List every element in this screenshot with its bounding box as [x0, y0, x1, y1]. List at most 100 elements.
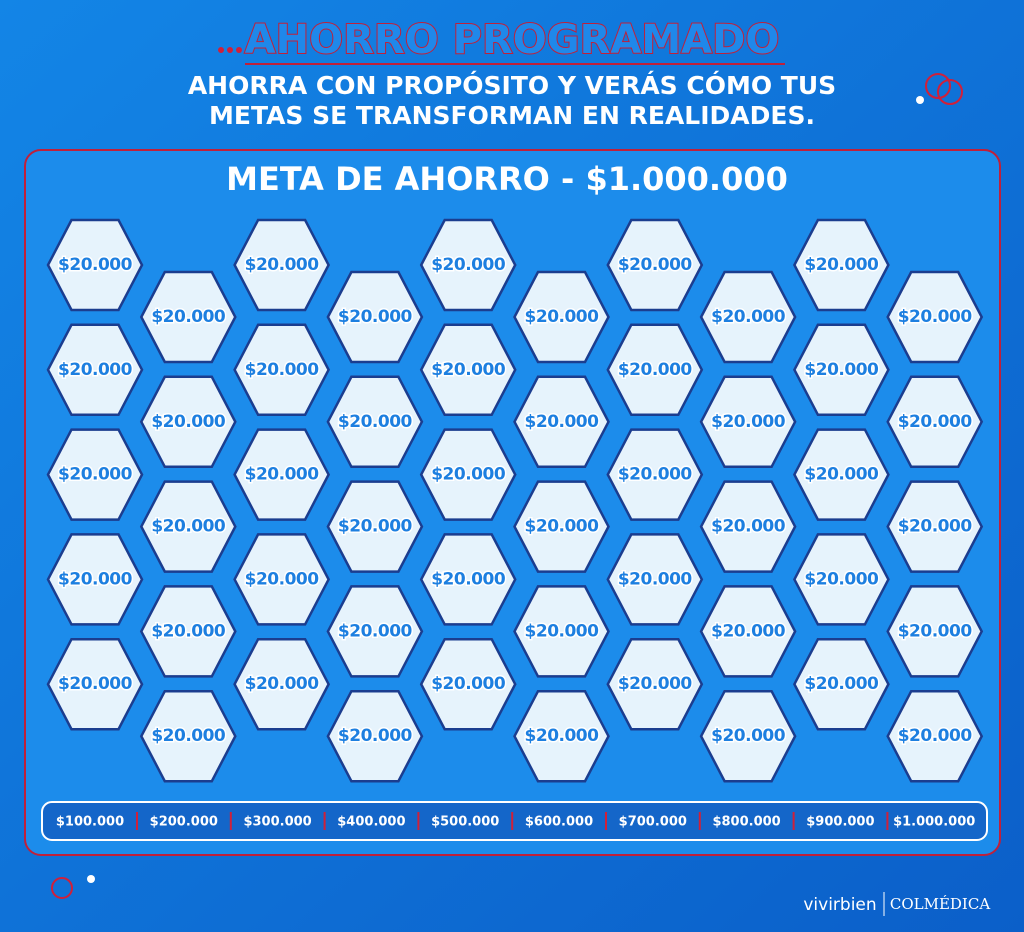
hex-amount: $20.000: [245, 255, 320, 275]
hex-amount: $20.000: [618, 255, 693, 275]
hexagon: [513, 585, 610, 678]
milestone: $100.000: [56, 815, 124, 830]
hexagon: [46, 637, 144, 731]
milestone: $500.000: [431, 815, 499, 830]
hex-amount: $20.000: [338, 307, 413, 327]
milestone: $700.000: [619, 815, 687, 830]
hexagon: [886, 375, 984, 469]
hexagon: [606, 428, 704, 521]
hex-amount: $20.000: [804, 674, 879, 694]
hex-amount: $20.000: [525, 726, 600, 746]
hex-amount: $20.000: [151, 517, 226, 537]
hex-amount: $20.000: [58, 465, 133, 485]
hex-amount: $20.000: [898, 517, 973, 537]
hexagon: [46, 533, 144, 626]
hexagon: [326, 480, 424, 573]
brand: COLMÉDICA: [890, 895, 990, 913]
hex-amount: $20.000: [525, 517, 600, 537]
deco-ring: [51, 877, 73, 899]
dot: [236, 47, 242, 53]
hex-amount: $20.000: [338, 621, 413, 641]
hex-amount: $20.000: [804, 255, 879, 275]
milestone: $200.000: [150, 815, 218, 830]
hex-amount: $20.000: [245, 360, 320, 380]
hexagon: [606, 637, 704, 731]
hex-amount: $20.000: [525, 412, 600, 432]
deco-ring: [925, 73, 951, 99]
hex-amount: $20.000: [58, 360, 133, 380]
hex-amount: $20.000: [58, 569, 133, 589]
hex-amount: $20.000: [58, 255, 133, 275]
hex-amount: $20.000: [711, 412, 786, 432]
hexagon: [419, 428, 517, 521]
hexagon: [606, 218, 704, 312]
hex-amount: $20.000: [711, 307, 786, 327]
hex-grid: $20.000 $20.000 $20.000 $20.000 $20.000 $20.0…: [46, 218, 984, 783]
hex-amount: $20.000: [151, 726, 226, 746]
hexagon: [886, 270, 984, 364]
hex-amount: $20.000: [431, 465, 506, 485]
hex-amount: $20.000: [245, 465, 320, 485]
milestone: $400.000: [337, 815, 405, 830]
hexagon: [699, 585, 797, 678]
milestone: $300.000: [243, 815, 311, 830]
hexagon: [699, 689, 797, 783]
hexagon: [139, 689, 237, 783]
hexagon: [699, 375, 797, 469]
milestone: $600.000: [525, 815, 593, 830]
hex-amount: $20.000: [711, 726, 786, 746]
hexagon: [139, 585, 237, 678]
hex-amount: $20.000: [711, 517, 786, 537]
hex-amount: $20.000: [618, 569, 693, 589]
hex-amount: $20.000: [431, 360, 506, 380]
hex-amount: $20.000: [151, 621, 226, 641]
hex-amount: $20.000: [711, 621, 786, 641]
dot: [227, 47, 233, 53]
hex-amount: $20.000: [151, 307, 226, 327]
hex-amount: $20.000: [898, 412, 973, 432]
hex-amount: $20.000: [431, 569, 506, 589]
hex-amount: $20.000: [618, 360, 693, 380]
hexagon: [326, 585, 424, 678]
deco-dot: [87, 875, 95, 883]
hexagon: [419, 218, 517, 312]
hexagon: [419, 323, 517, 417]
brand: vivirbien: [803, 895, 876, 915]
hex-amount: $20.000: [525, 621, 600, 641]
hexagon: [46, 323, 144, 417]
hexagon: [513, 270, 610, 364]
hex-amount: $20.000: [898, 621, 973, 641]
hexagon: [792, 428, 890, 521]
milestone-bar: [41, 801, 988, 841]
hexagon: [792, 533, 890, 626]
hexagon: [139, 375, 237, 469]
title: AHORRO PROGRAMADO: [245, 17, 780, 63]
subtitle-line: AHORRA CON PROPÓSITO Y VERÁS CÓMO TUS: [188, 70, 836, 100]
panel-title: META DE AHORRO - $1.000.000: [226, 160, 788, 198]
hexagon: [326, 375, 424, 469]
hexagon: [46, 218, 144, 312]
hexagon: [513, 375, 610, 469]
hexagon: [139, 480, 237, 573]
hexagon: [139, 270, 237, 364]
dot: [218, 47, 224, 53]
hex-amount: $20.000: [618, 465, 693, 485]
hexagon: [606, 323, 704, 417]
hexagon: [886, 585, 984, 678]
hexagon: [46, 428, 144, 521]
hex-amount: $20.000: [804, 465, 879, 485]
hex-amount: $20.000: [151, 412, 226, 432]
hexagon: [886, 480, 984, 573]
deco-ring: [937, 79, 963, 105]
hexagon: [513, 689, 610, 783]
hex-amount: $20.000: [804, 569, 879, 589]
deco-dot: [916, 96, 924, 104]
milestone: $1.000.000: [893, 815, 975, 830]
milestones: $100.000 $200.000 $300.000 $400.000 $500.000…: [56, 812, 975, 830]
hexagon: [699, 270, 797, 364]
milestone: $900.000: [806, 815, 874, 830]
hex-amount: $20.000: [58, 674, 133, 694]
hex-amount: $20.000: [898, 307, 973, 327]
hexagon: [233, 533, 331, 626]
hex-amount: $20.000: [431, 674, 506, 694]
